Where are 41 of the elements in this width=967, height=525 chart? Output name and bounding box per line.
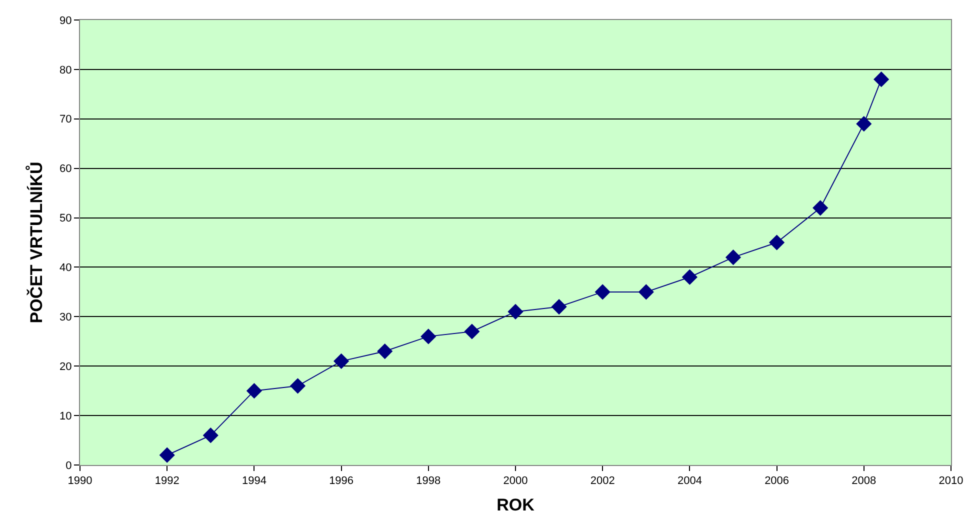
y-tick-label: 50 (60, 212, 72, 225)
point (812, 200, 828, 216)
point (420, 328, 436, 344)
x-tick-label: 1996 (329, 475, 354, 488)
x-tick-label: 1990 (68, 475, 92, 488)
point (594, 284, 610, 300)
x-tick-label: 2004 (677, 475, 702, 488)
point (682, 269, 698, 285)
point (769, 234, 785, 250)
y-axis-title: POČET VRTULNÍKŮ (25, 162, 46, 324)
y-tick-label: 20 (60, 360, 72, 373)
point (464, 324, 480, 340)
x-tick-label: 2010 (938, 475, 964, 488)
y-tick-label: 90 (60, 14, 72, 27)
y-tick-label: 30 (60, 312, 72, 324)
y-tick-label: 40 (60, 262, 72, 274)
y-tick-label: 0 (66, 460, 72, 472)
x-tick-label: 2002 (590, 475, 615, 488)
x-tick-label: 2006 (764, 475, 790, 488)
point (856, 116, 872, 132)
point (377, 343, 393, 360)
x-tick-label: 1994 (242, 475, 266, 488)
point (159, 447, 175, 463)
point (551, 298, 567, 315)
point (638, 284, 654, 300)
point (246, 383, 262, 399)
y-tick-label: 10 (60, 410, 72, 422)
x-axis-title: ROK (496, 496, 536, 515)
point (334, 353, 350, 369)
point (725, 250, 742, 266)
y-tick-label: 70 (60, 114, 72, 126)
y-tick-label: 80 (60, 64, 72, 76)
point (874, 72, 890, 88)
x-tick-label: 1992 (154, 475, 180, 488)
y-tick-label: 60 (60, 163, 72, 176)
x-tick-label: 2000 (503, 475, 528, 488)
point (508, 304, 524, 320)
point (290, 378, 306, 394)
point (202, 428, 218, 444)
x-tick-label: 1998 (416, 475, 441, 488)
x-tick-label: 2008 (852, 475, 876, 488)
